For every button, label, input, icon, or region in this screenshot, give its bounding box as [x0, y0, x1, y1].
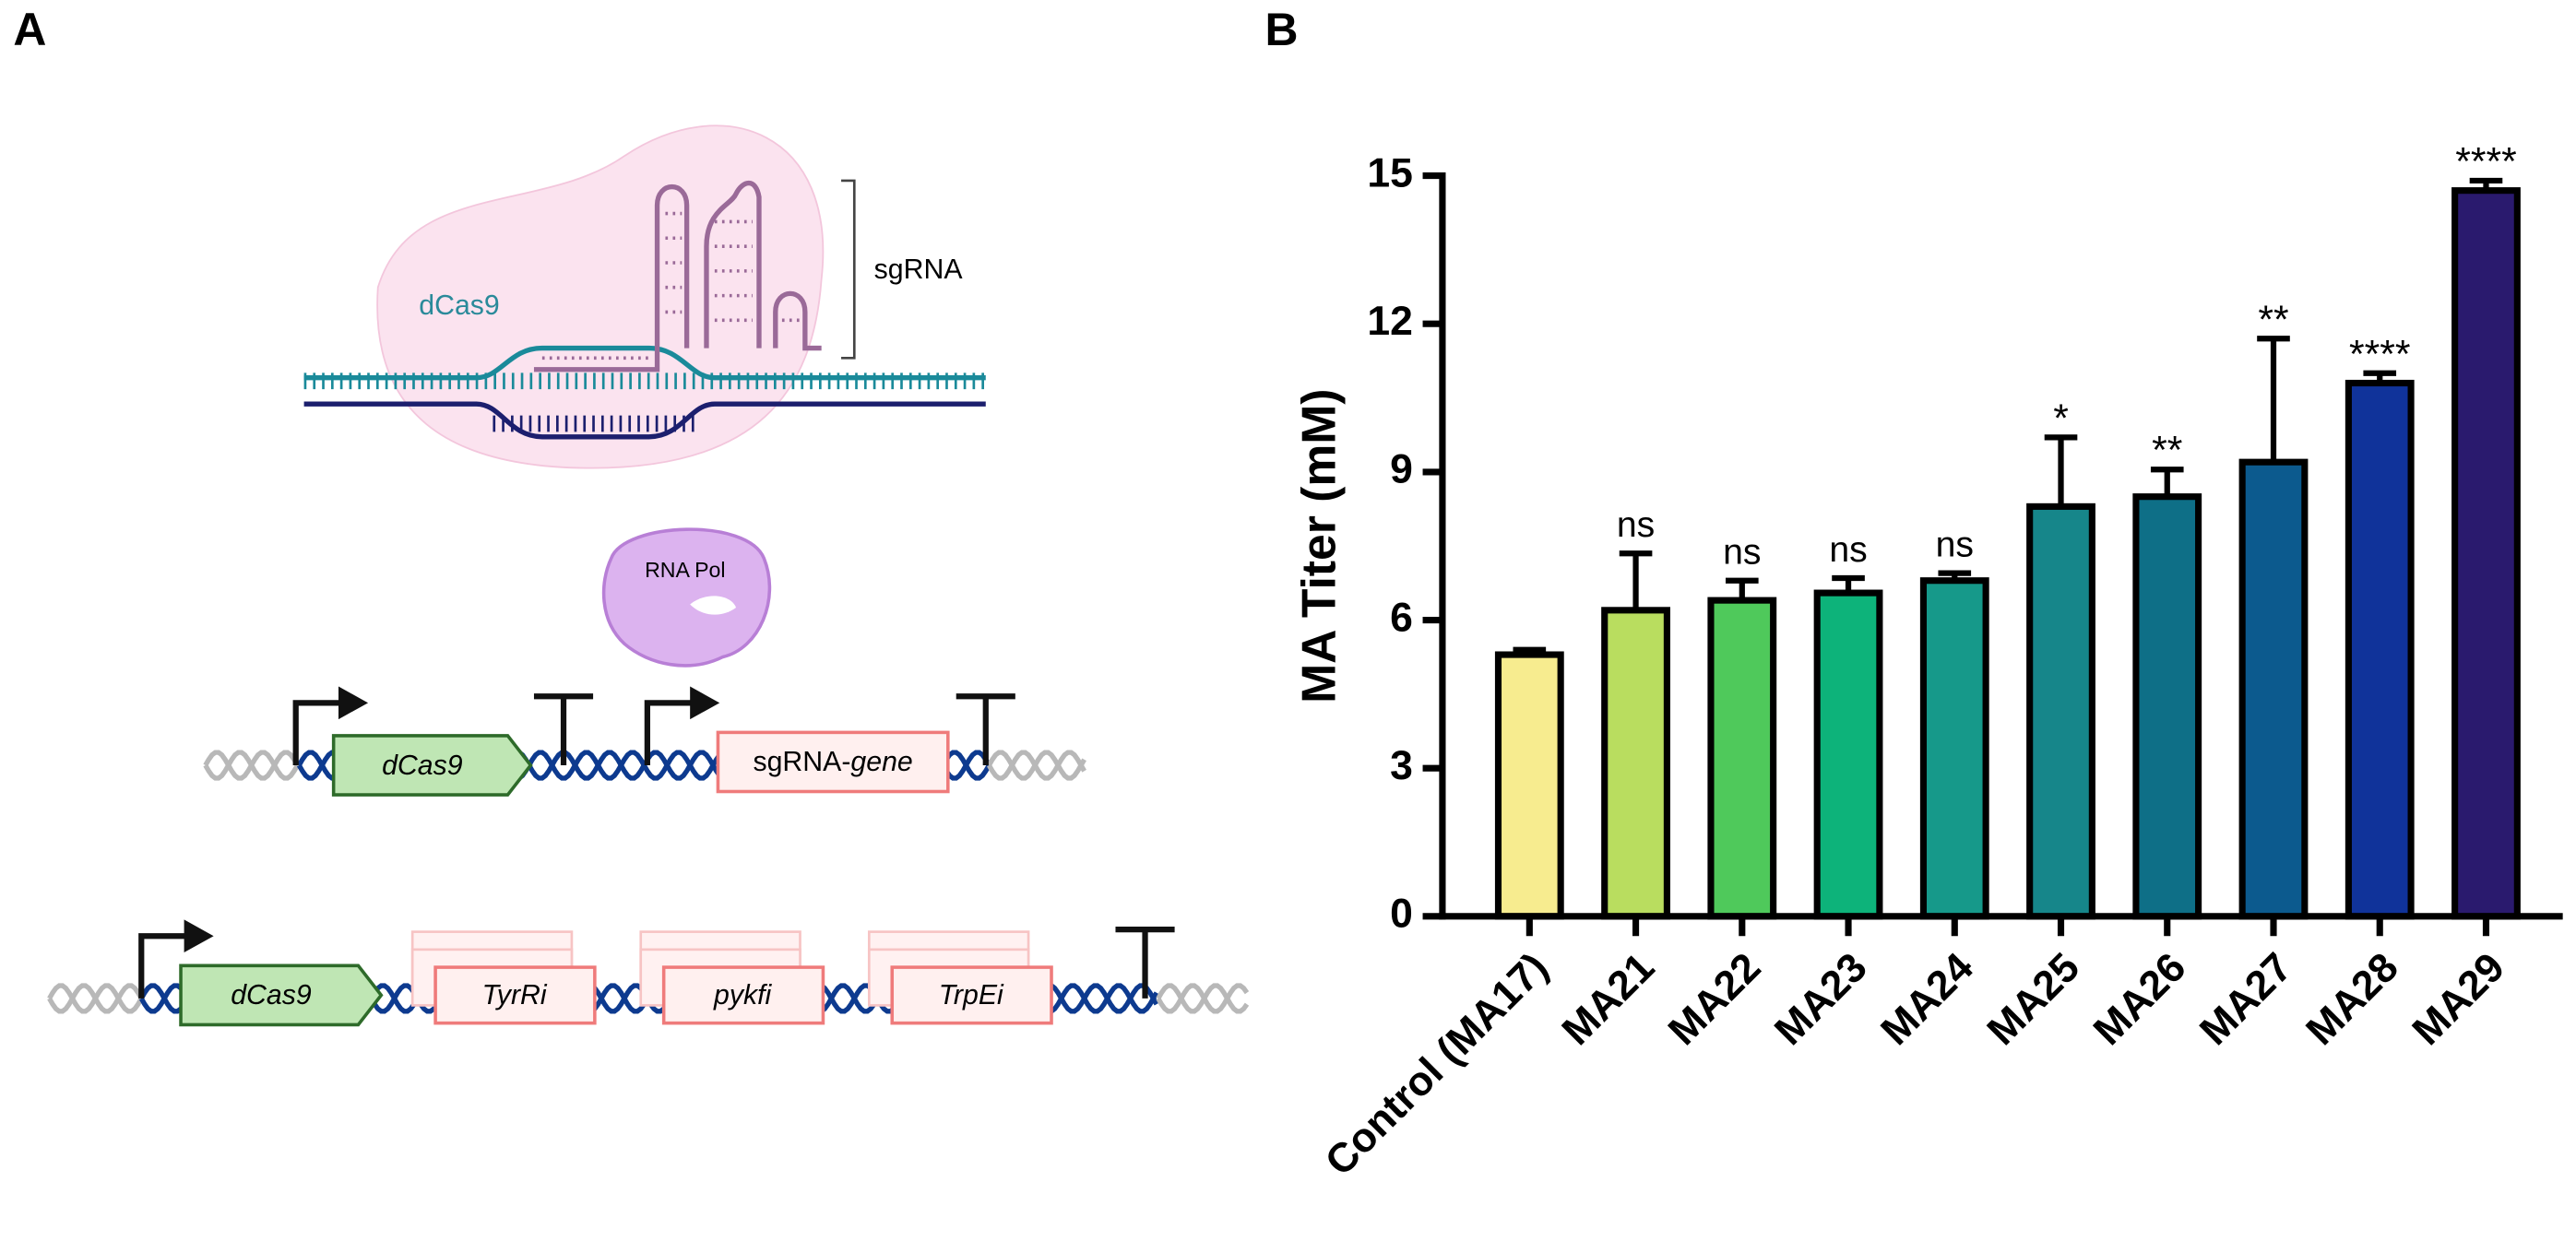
error-bar [1619, 550, 1653, 610]
bar [1813, 589, 1883, 920]
construct: dCas9 sgRNA-gene [203, 686, 1086, 797]
promoter-arrow [690, 686, 720, 720]
label: TrpEi [939, 980, 1004, 1011]
label: TyrRi [482, 980, 548, 1011]
x-tick-label: MA28 [2297, 944, 2407, 1054]
error-bar [2150, 467, 2184, 497]
x-tick-label: MA29 [2404, 944, 2513, 1054]
y-tick-label: 6 [1390, 595, 1413, 640]
diagram: dCas9 sgRNA RNA Pol dCas9 sgRNA-gene dCas… [47, 124, 1250, 1027]
dna-strand [303, 401, 986, 440]
gene-box [661, 965, 825, 1025]
y-tick-label: 0 [1390, 892, 1413, 937]
gene-box [716, 730, 950, 794]
bar-chart: 0 3 6 9 12 15 MA Titer (mM) Control (MA17)MA21 n… [1292, 139, 2563, 1185]
terminator [533, 693, 594, 766]
y-tick-label: 3 [1390, 743, 1413, 788]
y-axis-label: MA Titer (mM) [1292, 389, 1346, 703]
significance-label: ** [2152, 429, 2182, 473]
bar [1601, 607, 1670, 920]
x-tick-label: MA21 [1554, 944, 1664, 1054]
y-tick-label: 15 [1367, 150, 1413, 195]
dna-helix [987, 750, 1086, 781]
dna-helix [1156, 983, 1250, 1014]
label: RNA Pol [645, 558, 725, 582]
x-tick-label: MA23 [1766, 944, 1876, 1054]
significance-label: ** [2258, 298, 2288, 342]
gene-cds [179, 963, 384, 1027]
label: dCas9 [419, 290, 500, 321]
error-bar [1725, 577, 1759, 601]
bar [1919, 577, 1989, 920]
label: gene [850, 747, 912, 777]
dna-strand [303, 345, 986, 381]
x-tick-label: MA25 [1979, 944, 2089, 1054]
x-tick-label: MA24 [1872, 944, 1982, 1054]
label: sgRNA-gene [753, 747, 912, 777]
x-tick-label: Control (MA17) [1317, 944, 1557, 1184]
promoter [292, 700, 342, 766]
bar [1707, 597, 1777, 920]
error-bar [2257, 336, 2290, 463]
significance-label: ns [1936, 526, 1974, 565]
terminator [956, 693, 1015, 766]
sgrna-pairs [541, 211, 802, 361]
rna-pol [601, 527, 772, 668]
significance-label: ns [1829, 530, 1867, 570]
label: dCas9 [231, 980, 312, 1011]
x-tick-label: MA22 [1660, 944, 1770, 1054]
sgrna-structure [533, 180, 822, 372]
bracket [841, 179, 856, 360]
promoter-arrow [338, 686, 369, 720]
y-tick-label: 9 [1390, 447, 1413, 492]
bar [1494, 651, 1564, 920]
significance-label: ns [1723, 533, 1761, 573]
label: sgRNA [874, 254, 964, 285]
dna-helix [203, 750, 300, 781]
bar [2451, 187, 2521, 920]
gene-box [433, 965, 597, 1025]
promoter [138, 933, 188, 999]
significance-label: * [2053, 396, 2069, 441]
significance-label: **** [2349, 332, 2411, 376]
significance-label: **** [2455, 139, 2517, 183]
dna-helix [1156, 983, 1250, 1014]
label: sgRNA- [753, 747, 850, 777]
significance-label: ns [1617, 505, 1655, 545]
y-tick-label: 12 [1367, 299, 1413, 344]
bar [2026, 502, 2095, 920]
error-bar [2044, 434, 2078, 507]
dna-helix [987, 750, 1086, 781]
panel-label: B [1265, 4, 1299, 55]
panel-label: A [13, 4, 46, 55]
rna-pol-cleft [690, 596, 737, 615]
x-tick-label: MA26 [2085, 944, 2195, 1054]
dna-helix [47, 983, 144, 1014]
gene-cds [331, 734, 533, 797]
construct: dCas9 TyrRi pykfi TrpEi [47, 919, 1250, 1027]
x-tick-label: MA27 [2191, 944, 2301, 1054]
promoter [644, 700, 694, 766]
promoter-arrow [184, 919, 214, 953]
gene-box [890, 965, 1053, 1025]
bar [2132, 493, 2202, 920]
bar [2238, 458, 2309, 920]
bar [2345, 379, 2415, 920]
label: dCas9 [382, 751, 463, 781]
label: pykfi [713, 980, 773, 1011]
terminator [1115, 927, 1175, 999]
